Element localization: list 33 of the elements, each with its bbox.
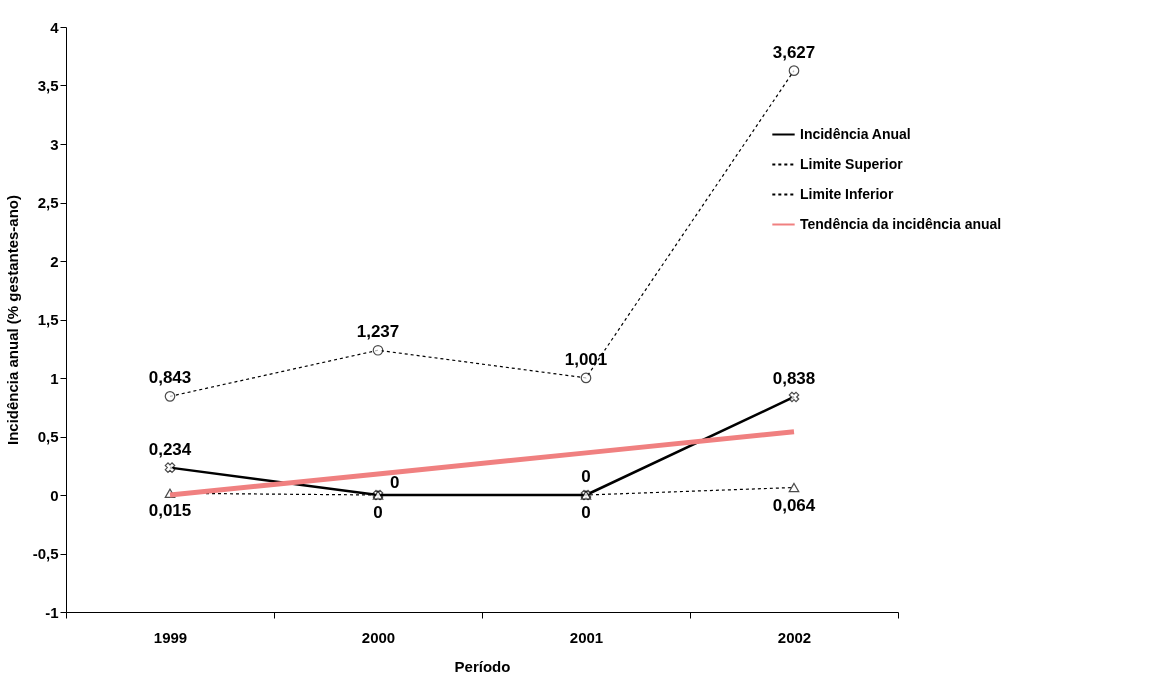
y-tick-label: 1,5 [37, 311, 59, 328]
x-tick-label: 2000 [361, 628, 396, 646]
x-tick-label: 2002 [777, 628, 812, 646]
y-tick-label: -0,5 [32, 545, 59, 562]
data-label: 0,843 [148, 368, 192, 388]
data-label: 0,838 [772, 368, 816, 388]
legend-label: Limite Inferior [800, 185, 894, 202]
legend-label: Incidência Anual [800, 125, 911, 142]
y-tick-label: 2 [50, 252, 59, 270]
y-tick-label: 3 [50, 135, 59, 153]
x-tick-label: 2001 [569, 628, 604, 646]
data-label: 0 [581, 503, 591, 522]
y-axis-title: Incidência anual (% gestantes-ano) [3, 194, 21, 446]
x-tick-label: 1999 [153, 628, 188, 646]
y-tick-label: 1 [50, 369, 59, 387]
y-tick-label: 3,5 [37, 77, 59, 94]
data-label: 0 [373, 503, 383, 522]
data-label: 3,627 [772, 42, 816, 62]
legend-label: Tendência da incidência anual [800, 215, 1002, 232]
data-label: 0,064 [772, 495, 816, 515]
y-tick-label: 0 [50, 486, 59, 504]
data-label: 0,015 [148, 501, 192, 521]
data-label: 0 [581, 467, 591, 486]
data-label: 1,001 [564, 349, 608, 369]
y-tick-label: 0,5 [37, 428, 59, 445]
y-tick-label: 4 [50, 18, 60, 36]
legend-label: Limite Superior [800, 155, 904, 172]
y-tick-label: 2,5 [37, 194, 59, 211]
y-tick-label: -1 [45, 603, 59, 621]
x-axis-title: Período [454, 657, 511, 675]
data-label: 0 [390, 473, 400, 492]
data-label: 1,237 [356, 322, 400, 342]
data-label: 0,234 [148, 439, 192, 459]
